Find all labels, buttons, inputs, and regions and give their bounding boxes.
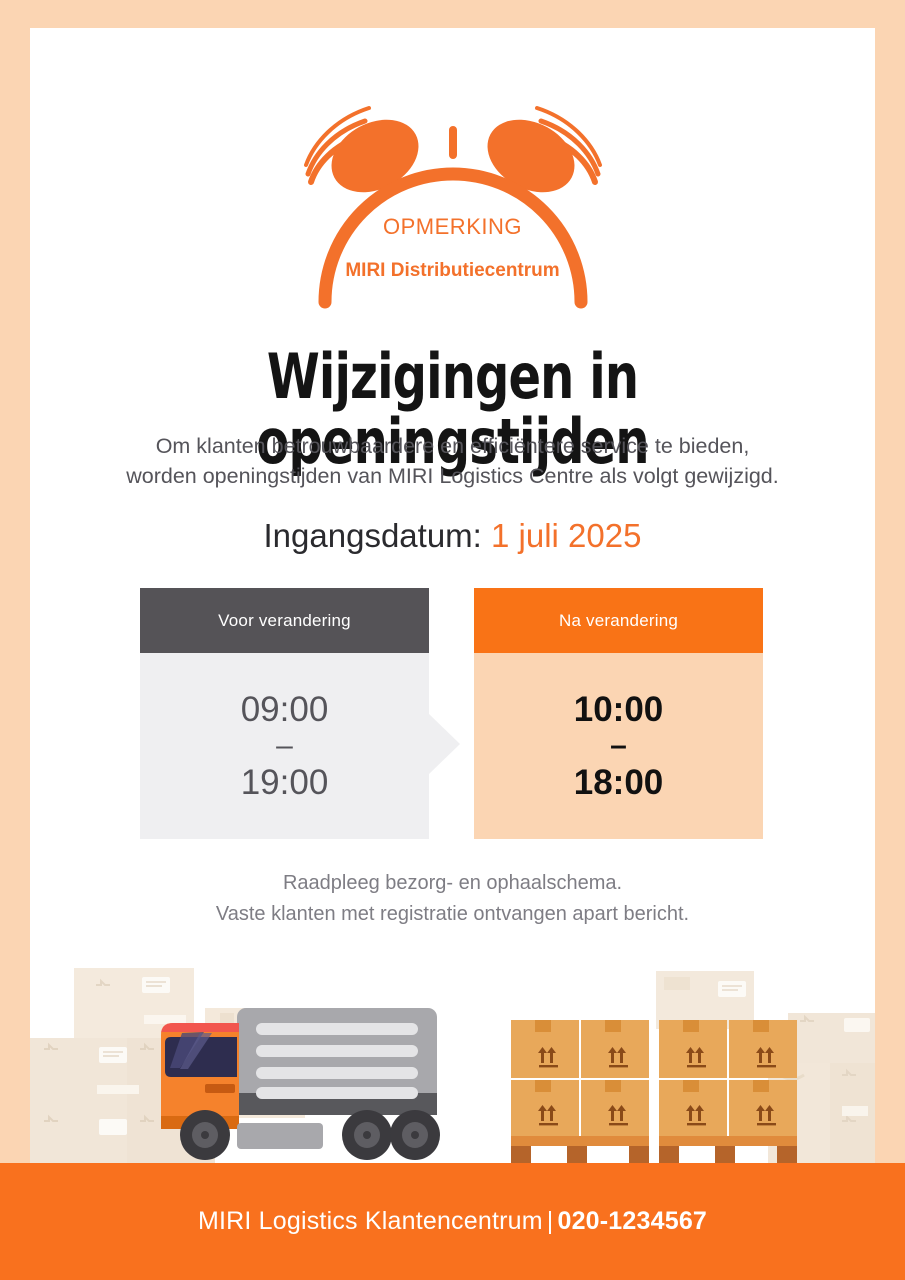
logistics-illustration [30,963,875,1163]
note-line-1: Raadpleeg bezorg- en ophaalschema. [282,872,623,894]
footer-phone: 020-1234567 [557,1207,708,1235]
subtitle: Om klanten betrouwbaardere en efficiënte… [30,431,875,491]
pallet-stack-2 [659,1020,797,1163]
before-close-time: 19:00 [240,763,329,802]
effective-date-value: 1 juli 2025 [491,517,642,554]
after-open-time: 10:00 [573,690,664,729]
alarm-clock-badge: OPMERKING MIRI Distributiecentrum [30,64,875,309]
footer-bar: MIRI Logistics Klantencentrum | 020-123456… [0,1163,905,1280]
footer-separator: | [546,1207,554,1235]
footer-org: MIRI Logistics Klantencentrum [197,1207,543,1235]
pallet-stack-1 [511,1020,649,1163]
alarm-clock-icon [303,106,602,309]
footer-contact: MIRI Logistics Klantencentrum | 020-123456… [198,1207,707,1236]
panel-after-change: Na verandering 10:00 – 18:00 [474,588,763,839]
delivery-truck-icon [161,1008,440,1160]
badge-kicker: OPMERKING [383,214,522,239]
badge-subtitle: MIRI Distributiecentrum [345,260,560,281]
panel-before-header: Voor verandering [140,588,429,653]
panel-after-body: 10:00 – 18:00 [474,653,763,839]
page-title: Wijzigingen in openingstijden [256,340,649,479]
subtitle-line-2: worden openingstijden van MIRI Logistics… [126,464,779,488]
panel-after-header: Na verandering [474,588,763,653]
poster-card: OPMERKING MIRI Distributiecentrum Wijzig… [30,28,875,1163]
change-arrow-icon [429,714,460,774]
subtitle-line-1: Om klanten betrouwbaardere en efficiënte… [155,434,750,458]
panel-before-change: Voor verandering 09:00 – 19:00 [140,588,429,839]
note-line-2: Vaste klanten met registratie ontvangen … [215,903,690,925]
effective-date-label: Ingangsdatum: [263,517,482,554]
hours-comparison: Voor verandering 09:00 – 19:00 Na verand… [140,588,765,843]
before-dash: – [276,729,293,762]
before-open-time: 09:00 [240,690,329,729]
panel-before-body: 09:00 – 19:00 [140,653,429,839]
after-dash: – [610,729,627,762]
note-text: Raadpleeg bezorg- en ophaalschema. Vaste… [30,868,875,930]
illustration-svg [30,968,875,1163]
after-close-time: 18:00 [573,763,664,802]
effective-date: Ingangsdatum: 1 juli 2025 [30,516,875,556]
